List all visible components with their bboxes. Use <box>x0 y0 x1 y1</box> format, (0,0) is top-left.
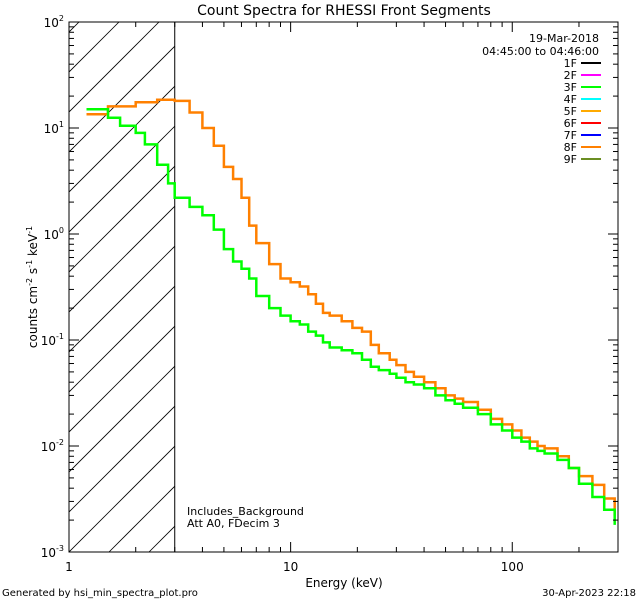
legend-label: 6F <box>564 117 577 130</box>
legend-label: 3F <box>564 81 577 94</box>
axis-ticks <box>68 21 619 553</box>
legend-label: 2F <box>564 69 577 82</box>
time-range-label: 04:45:00 to 04:46:00 <box>482 45 599 58</box>
hatch-line <box>69 85 175 193</box>
y-tick-label: 100 <box>44 226 64 242</box>
legend-label: 1F <box>564 57 577 70</box>
legend-label: 8F <box>564 141 577 154</box>
x-tick-labels: 1 10 100 <box>65 560 524 574</box>
annotation-background: Includes_Background <box>187 505 304 518</box>
y-axis-label: counts cm-2 s-1 keV-1 <box>25 226 40 348</box>
hatch-line <box>69 445 175 552</box>
legend-label: 5F <box>564 105 577 118</box>
y-tick-labels: 10-3 10-2 10-1 100 101 102 <box>41 14 64 560</box>
plot-frame <box>68 21 619 553</box>
y-tick-label: 102 <box>44 14 64 30</box>
y-tick-label: 101 <box>44 120 64 136</box>
footer-generated-by: Generated by hsi_min_spectra_plot.pro <box>2 588 198 599</box>
footer-timestamp: 30-Apr-2023 22:18 <box>542 588 636 599</box>
date-label: 19-Mar-2018 <box>529 32 599 45</box>
legend-label: 7F <box>564 129 577 142</box>
series-line-3F <box>86 108 616 525</box>
hatch-line <box>69 45 175 153</box>
y-tick-label: 10-3 <box>41 544 64 560</box>
legend-label: 9F <box>564 153 577 166</box>
x-tick-label: 100 <box>501 560 524 574</box>
hatch-line <box>69 405 175 513</box>
hatch-line <box>69 365 175 473</box>
excluded-energy-hatch <box>69 22 175 552</box>
chart-title: Count Spectra for RHESSI Front Segments <box>197 3 491 19</box>
legend-label: 4F <box>564 93 577 106</box>
spectra-series <box>86 98 616 525</box>
x-tick-label: 1 <box>65 560 73 574</box>
y-tick-label: 10-1 <box>41 332 64 348</box>
hatch-line <box>69 22 160 113</box>
x-tick-label: 10 <box>283 560 298 574</box>
hatch-line <box>69 205 175 313</box>
hatch-line <box>69 285 175 393</box>
hatch-line <box>69 245 175 353</box>
annotation-attenuator: Att A0, FDecim 3 <box>187 517 280 530</box>
x-axis-label: Energy (keV) <box>305 576 382 590</box>
y-tick-label: 10-2 <box>41 438 64 454</box>
